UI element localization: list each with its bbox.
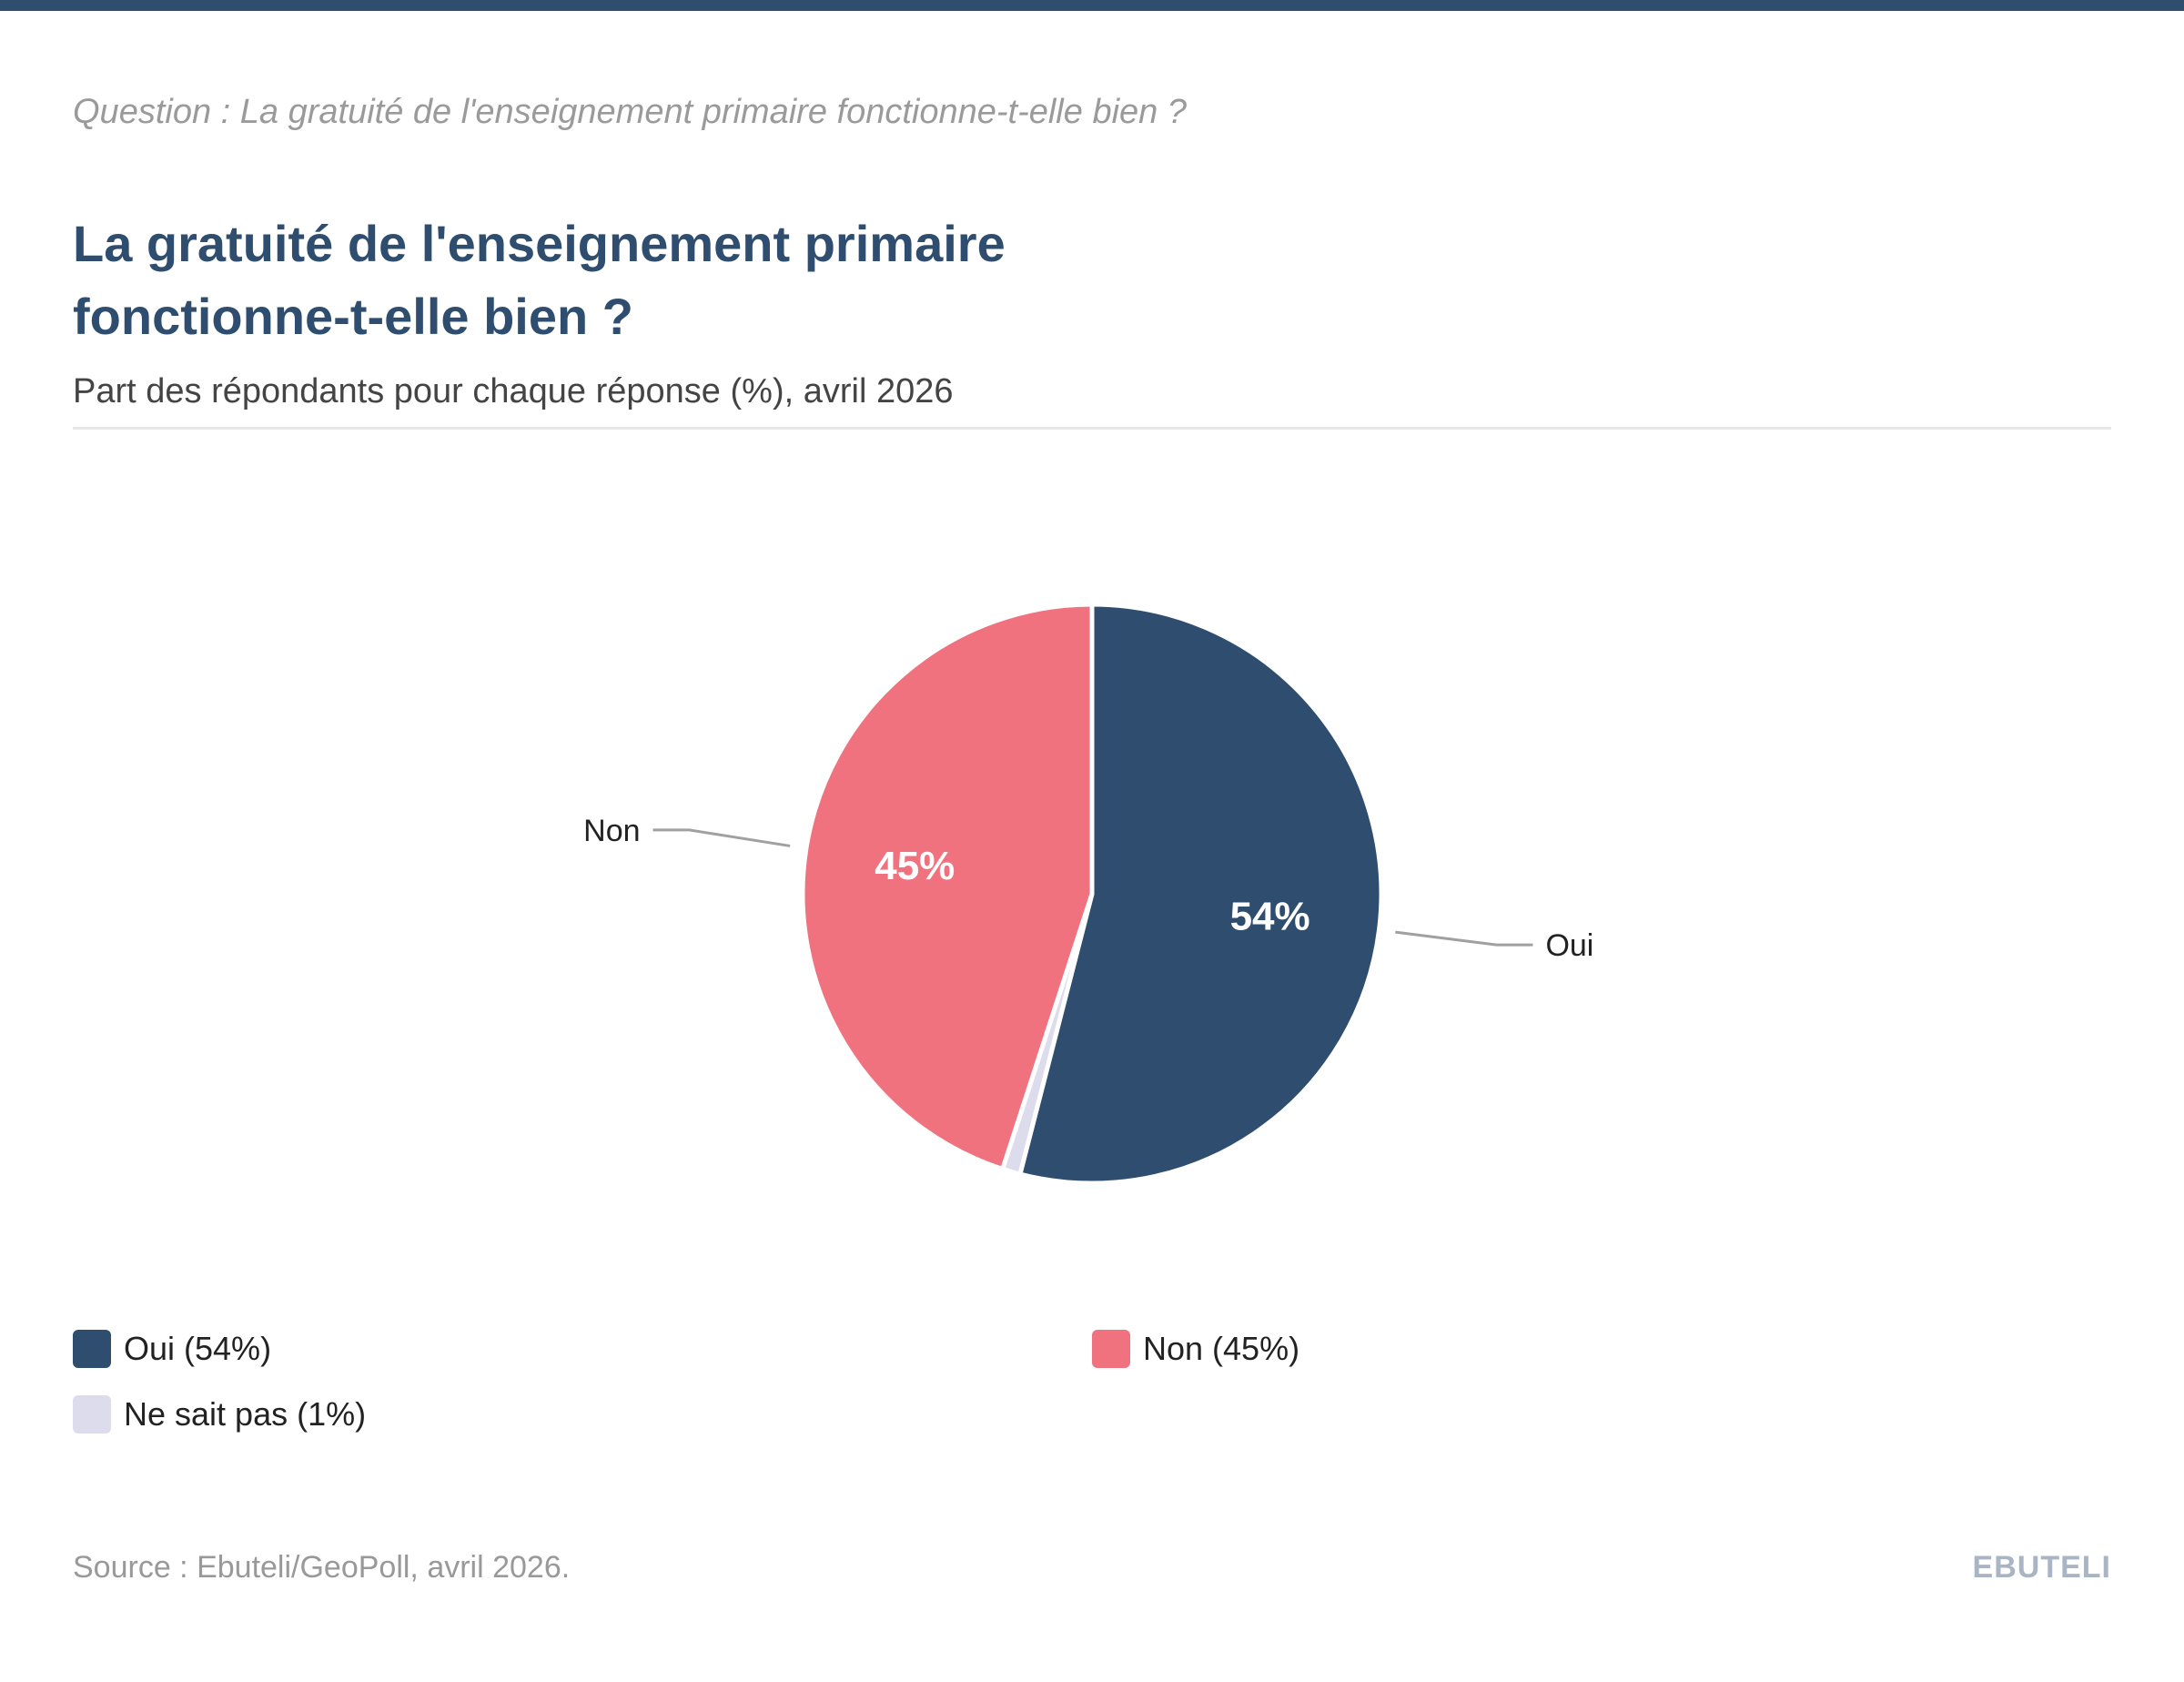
header-divider <box>73 427 2111 430</box>
pie-slice-non[interactable] <box>800 602 1095 1172</box>
data-label-non: 45% <box>875 844 955 888</box>
outside-label-oui: Oui <box>1545 928 1593 963</box>
chart-subtitle: Part des répondants pour chaque réponse … <box>73 372 954 410</box>
legend-item-oui[interactable]: Oui (54%) <box>73 1329 271 1369</box>
connector-line-non <box>652 828 791 847</box>
legend-swatch-oui <box>73 1330 111 1368</box>
chart-title: La gratuité de l'enseignement primaire f… <box>73 215 1006 345</box>
legend-label-oui: Oui (54%) <box>124 1330 272 1367</box>
source-note: Source : Ebuteli/GeoPoll, avril 2026. <box>73 1550 571 1585</box>
outside-label-non: Non <box>583 814 640 848</box>
legend-label-ne-sait-pas: Ne sait pas (1%) <box>124 1395 367 1433</box>
pie-chart: 54% Oui 45% Non <box>583 602 1593 1186</box>
top-accent-bar <box>0 0 2184 11</box>
connector-line-oui <box>1395 930 1533 947</box>
question-text: Question : La gratuité de l'enseignement… <box>73 93 1187 131</box>
brand-logo: EBUTELI <box>1972 1550 2111 1585</box>
legend-item-ne-sait-pas[interactable]: Ne sait pas (1%) <box>73 1394 366 1434</box>
legend-swatch-ne-sait-pas <box>73 1395 111 1434</box>
data-label-oui: 54% <box>1230 895 1310 939</box>
legend-label-non: Non (45%) <box>1143 1330 1300 1367</box>
legend-swatch-non <box>1092 1330 1130 1368</box>
legend-item-non[interactable]: Non (45%) <box>1092 1329 1299 1369</box>
pie-slice-oui[interactable] <box>1016 602 1384 1186</box>
